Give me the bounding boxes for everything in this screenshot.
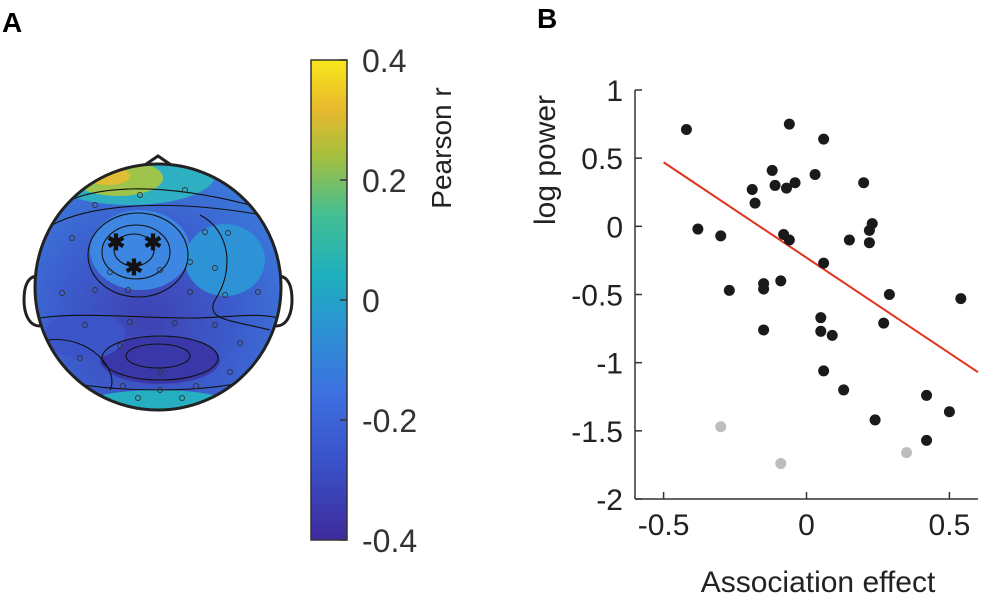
y-tick-label: 1: [606, 75, 623, 108]
data-point: [815, 325, 827, 337]
y-tick-label: 0.5: [581, 143, 623, 176]
data-point: [843, 234, 855, 246]
x-tick-label: 0: [798, 509, 815, 542]
colorbar-tick-label: -0.2: [362, 403, 417, 439]
scatter-plot: 1 0.5 0 -0.5 -1 -1.5 -2 -0.5 0 0.5 log power Ass…: [529, 75, 979, 598]
data-point: [789, 177, 801, 189]
data-point: [943, 406, 955, 418]
excluded-data-point: [775, 458, 787, 470]
data-point: [818, 365, 830, 377]
data-point: [838, 384, 850, 396]
data-point: [780, 182, 792, 194]
data-point: [809, 169, 821, 181]
data-point: [749, 197, 761, 209]
y-tick-label: -0.5: [571, 280, 623, 313]
data-point: [921, 434, 933, 446]
data-point: [680, 124, 692, 136]
data-point: [692, 223, 704, 235]
data-point: [858, 177, 870, 189]
head-outline: [33, 162, 283, 412]
y-tick-label: -1: [596, 348, 623, 381]
panel-a-label: A: [2, 7, 22, 38]
right-ear-outline: [275, 274, 294, 328]
data-point: [715, 230, 727, 242]
x-tick-label: 0.5: [929, 509, 971, 542]
data-point: [878, 317, 890, 329]
y-tick-label: -1.5: [571, 416, 623, 449]
data-point: [723, 284, 735, 296]
data-point: [769, 179, 781, 191]
data-point: [815, 312, 827, 324]
data-point: [818, 257, 830, 269]
data-point: [783, 118, 795, 130]
colorbar-tick-label: 0.4: [362, 43, 406, 79]
significance-marker: ✱: [144, 230, 162, 255]
y-tick-label: 0: [606, 211, 623, 244]
y-tick-label: -2: [596, 484, 623, 517]
electrode-sites: [59, 187, 261, 401]
data-point: [869, 414, 881, 426]
colorbar-tick-label: 0: [362, 283, 380, 319]
colorbar-tick-label: -0.4: [362, 523, 417, 559]
data-point: [883, 289, 895, 300]
excluded-data-point: [715, 421, 727, 433]
data-point: [766, 164, 778, 176]
data-point: [783, 234, 795, 246]
panel-b-label: B: [537, 3, 557, 34]
data-point: [758, 283, 770, 295]
x-tick-label: -0.5: [638, 509, 690, 542]
data-point: [863, 237, 875, 249]
colorbar-tick-label: 0.2: [362, 163, 406, 199]
data-point: [921, 389, 933, 401]
data-point: [826, 329, 838, 341]
data-point: [866, 218, 878, 230]
colorbar: 0.4 0.2 0 -0.2 -0.4 Pearson r: [310, 43, 457, 559]
y-axis-label: log power: [529, 95, 562, 225]
significance-marker: ✱: [107, 230, 125, 255]
significance-marker: ✱: [125, 255, 143, 280]
colorbar-title: Pearson r: [426, 87, 457, 208]
data-point: [818, 133, 830, 145]
data-point: [758, 324, 770, 336]
data-point: [775, 275, 787, 287]
scalp-topography: ✱ ✱ ✱: [22, 154, 294, 412]
excluded-data-point: [901, 447, 913, 459]
x-axis-label: Association effect: [701, 566, 936, 598]
data-point: [955, 293, 967, 305]
data-point: [746, 184, 758, 196]
left-ear-outline: [22, 274, 41, 328]
